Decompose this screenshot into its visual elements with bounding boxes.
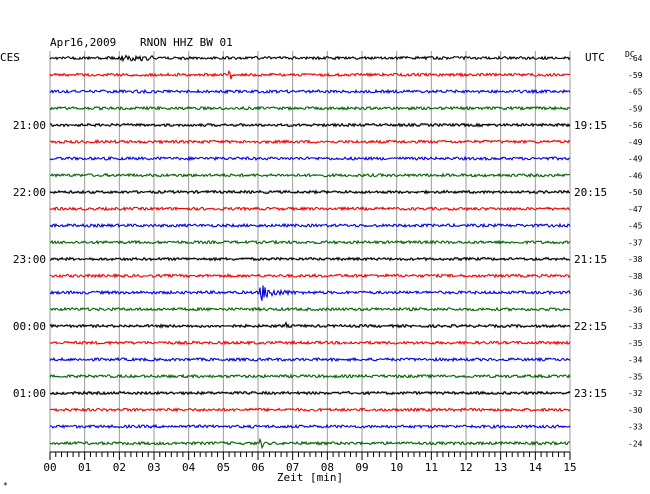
seismic-trace-2	[49, 88, 571, 95]
x-tick-label: 01	[78, 461, 91, 474]
dc-offset-label: -45	[628, 222, 643, 231]
dc-label: DC	[625, 50, 635, 59]
station-id: RNON HHZ BW 01	[140, 36, 233, 49]
dc-offset-label: -38	[628, 255, 643, 264]
seismic-trace-9	[49, 205, 571, 212]
right-time-label: 21:15	[574, 253, 607, 266]
seismic-trace-18	[49, 356, 571, 363]
dc-offset-label: -36	[628, 289, 643, 298]
seismic-trace-17	[49, 339, 571, 346]
chart-date: Apr16,2009	[50, 36, 116, 49]
seismic-trace-22	[49, 423, 571, 430]
x-tick-label: 05	[217, 461, 230, 474]
x-tick-label: 07	[286, 461, 299, 474]
seismic-trace-1	[49, 69, 571, 80]
seismic-trace-14	[49, 285, 571, 301]
dc-offset-label: -35	[628, 339, 643, 348]
x-tick-label: 03	[147, 461, 160, 474]
seismic-traces	[49, 54, 571, 450]
dc-offset-label: -56	[628, 121, 643, 130]
left-time-label: 23:00	[13, 253, 46, 266]
x-tick-label: 11	[425, 461, 438, 474]
left-time-label: 01:00	[13, 387, 46, 400]
dc-offset-label: -33	[628, 423, 643, 432]
x-tick-label: 08	[321, 461, 334, 474]
x-tick-label: 04	[182, 461, 196, 474]
seismic-trace-4	[49, 122, 571, 128]
x-tick-label: 13	[494, 461, 507, 474]
left-time-label: 22:00	[13, 186, 46, 199]
dc-offset-label: -38	[628, 272, 643, 281]
seismic-trace-16	[49, 321, 571, 329]
dc-offset-label: -49	[628, 138, 643, 147]
corner-mark: *	[3, 481, 8, 490]
x-tick-label: 00	[43, 461, 56, 474]
x-tick-label: 10	[390, 461, 403, 474]
dc-offset-label: -46	[628, 171, 643, 180]
right-time-label: 22:15	[574, 320, 607, 333]
right-time-label: 20:15	[574, 186, 607, 199]
dc-offset-label: -35	[628, 372, 643, 381]
dc-offset-label: -49	[628, 155, 643, 164]
x-axis-label: Zeit [min]	[277, 471, 343, 484]
seismic-trace-11	[49, 239, 571, 246]
dc-offset-label: -32	[628, 389, 643, 398]
dc-offset-label: -37	[628, 238, 643, 247]
dc-offset-label: -33	[628, 322, 643, 331]
dc-offset-label: -64	[628, 54, 643, 63]
seismic-trace-0	[49, 54, 571, 63]
dc-offset-label: -30	[628, 406, 643, 415]
seismic-trace-7	[49, 172, 571, 178]
seismic-trace-10	[49, 222, 571, 229]
dc-offset-label: -59	[628, 71, 643, 80]
dc-offset-label: -65	[628, 88, 643, 97]
seismic-trace-21	[49, 407, 571, 413]
x-tick-label: 02	[113, 461, 126, 474]
left-time-label: 00:00	[13, 320, 46, 333]
dc-offset-label: -34	[628, 356, 643, 365]
seismic-trace-20	[49, 390, 571, 396]
seismic-trace-19	[49, 373, 571, 380]
time-labels: 21:00 22:00 23:00 00:00 01:00 19:15 20:15 21:15…	[13, 54, 643, 448]
x-tick-label: 12	[459, 461, 472, 474]
dc-offset-label: -59	[628, 104, 643, 113]
dc-offset-label: -36	[628, 305, 643, 314]
seismic-trace-15	[49, 306, 571, 313]
x-tick-label: 15	[563, 461, 576, 474]
dc-offset-label: -50	[628, 188, 643, 197]
dc-offset-label: -24	[628, 439, 643, 448]
x-tick-label: 06	[251, 461, 264, 474]
seismic-trace-12	[49, 256, 571, 262]
x-axis: 00 01 02 03 04 05 06 07 08 09 10 11 12 13 14 15	[43, 451, 577, 474]
seismic-trace-13	[49, 272, 571, 279]
seismic-trace-8	[49, 189, 571, 195]
seismic-trace-6	[49, 155, 571, 162]
seismic-trace-3	[49, 105, 571, 112]
right-time-label: 23:15	[574, 387, 607, 400]
right-time-label: 19:15	[574, 119, 607, 132]
seismic-trace-5	[49, 138, 571, 145]
x-tick-label: 14	[529, 461, 543, 474]
left-timezone-label: CES	[0, 51, 20, 64]
dc-offset-label: -47	[628, 205, 643, 214]
right-timezone-label: UTC	[585, 51, 605, 64]
x-tick-label: 09	[355, 461, 368, 474]
left-time-label: 21:00	[13, 119, 46, 132]
seismic-trace-23	[49, 437, 571, 450]
